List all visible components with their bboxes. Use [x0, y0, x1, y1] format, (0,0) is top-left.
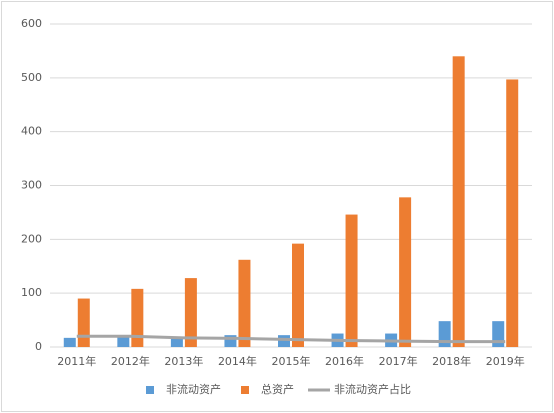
bar	[438, 321, 451, 347]
y-tick-label: 600	[21, 17, 42, 30]
x-tick-label: 2013年	[164, 354, 203, 368]
x-tick-label: 2018年	[432, 354, 471, 368]
bar	[184, 278, 197, 347]
bar	[345, 214, 358, 347]
y-tick-label: 400	[21, 125, 42, 138]
legend-label: 非流动资产占比	[334, 382, 411, 396]
x-tick-label: 2019年	[486, 354, 525, 368]
x-tick-label: 2016年	[325, 354, 364, 368]
legend-swatch	[146, 386, 154, 394]
bar	[63, 337, 76, 347]
y-tick-label: 0	[35, 340, 42, 353]
bar	[292, 243, 304, 347]
x-tick-label: 2012年	[111, 354, 150, 368]
legend-label: 总资产	[261, 382, 294, 396]
y-tick-label: 100	[21, 286, 42, 299]
x-tick-label: 2017年	[379, 354, 418, 368]
legend-label: 非流动资产	[166, 382, 221, 396]
y-tick-label: 200	[21, 232, 42, 245]
bar	[131, 288, 144, 347]
bar	[224, 335, 237, 347]
bar	[117, 337, 130, 347]
bar	[452, 56, 465, 348]
bar	[506, 79, 519, 347]
y-tick-label: 300	[21, 179, 42, 192]
y-tick-label: 500	[21, 71, 42, 84]
bar	[170, 337, 183, 347]
bar	[399, 197, 412, 347]
x-tick-label: 2014年	[218, 354, 257, 368]
x-tick-label: 2015年	[272, 354, 311, 368]
legend-swatch	[241, 386, 249, 394]
bar	[278, 335, 290, 347]
bar	[492, 321, 505, 347]
bar	[238, 259, 251, 347]
bar	[77, 298, 90, 347]
x-tick-label: 2011年	[57, 354, 96, 368]
line-series	[76, 334, 506, 344]
